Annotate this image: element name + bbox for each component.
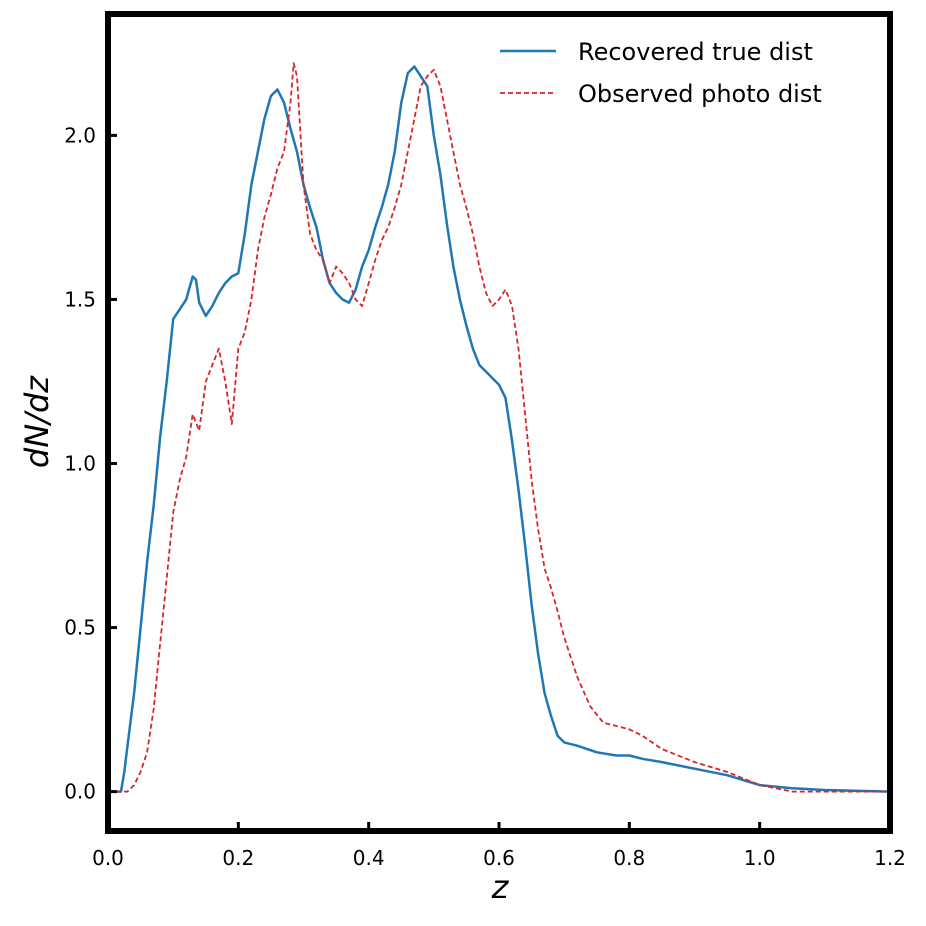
y-tick-label: 0.5 xyxy=(64,616,96,640)
y-tick-label: 1.5 xyxy=(64,287,96,311)
y-tick-label: 2.0 xyxy=(64,123,96,147)
y-axis-label: dN/dz xyxy=(18,375,56,468)
x-tick-label: 1.0 xyxy=(744,846,776,870)
x-tick-label: 0.2 xyxy=(222,846,254,870)
legend-label-recovered: Recovered true dist xyxy=(578,38,813,66)
y-tick-label: 0.0 xyxy=(64,780,96,804)
x-tick-label: 0.6 xyxy=(483,846,515,870)
plot-frame xyxy=(105,11,893,834)
legend: Recovered true dist Observed photo dist xyxy=(500,38,822,108)
legend-label-observed: Observed photo dist xyxy=(578,80,822,108)
plot-area xyxy=(108,62,891,793)
x-tick-label: 0.4 xyxy=(353,846,385,870)
x-tick-label: 0.0 xyxy=(92,846,124,870)
y-tick-label: 1.0 xyxy=(64,452,96,476)
series-line-observed-photo-dist xyxy=(108,62,890,793)
x-axis: 0.0 0.2 0.4 0.6 0.8 1.0 1.2 xyxy=(92,822,906,870)
series-line-recovered-true-dist xyxy=(108,65,891,793)
y-axis: 0.0 0.5 1.0 1.5 2.0 xyxy=(64,123,117,804)
x-axis-label: z xyxy=(491,868,510,906)
x-tick-label: 1.2 xyxy=(874,846,906,870)
x-tick-label: 0.8 xyxy=(613,846,645,870)
